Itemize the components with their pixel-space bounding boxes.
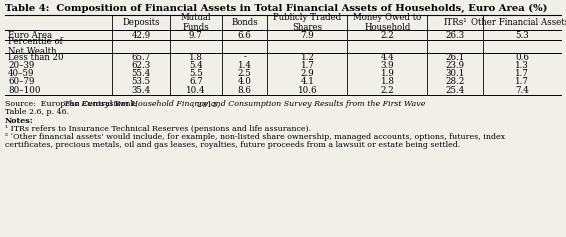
Text: The Eurosystem Household Finance and Consumption Survey Results from the First W: The Eurosystem Household Finance and Con… [64, 100, 425, 108]
Text: 10.4: 10.4 [186, 86, 205, 95]
Text: 35.4: 35.4 [131, 86, 151, 95]
Text: Money Owed to
Household: Money Owed to Household [353, 13, 422, 32]
Text: 0.6: 0.6 [515, 53, 529, 61]
Text: Publicly Traded
Shares: Publicly Traded Shares [273, 13, 341, 32]
Text: ITRs¹: ITRs¹ [443, 18, 467, 27]
Text: 2.9: 2.9 [301, 68, 314, 77]
Text: 26.1: 26.1 [445, 53, 465, 61]
Text: 1.3: 1.3 [515, 60, 529, 69]
Text: 1.7: 1.7 [301, 60, 314, 69]
Text: 42.9: 42.9 [131, 31, 151, 40]
Text: 1.7: 1.7 [515, 68, 529, 77]
Text: 2.2: 2.2 [380, 86, 395, 95]
Text: ² ‘Other financial assets’ would include, for example, non-listed share ownershi: ² ‘Other financial assets’ would include… [5, 133, 505, 141]
Text: certificates, precious metals, oil and gas leases, royalties, future proceeds fr: certificates, precious metals, oil and g… [5, 141, 460, 149]
Text: Euro Area: Euro Area [8, 31, 52, 40]
Text: Deposits: Deposits [122, 18, 160, 27]
Text: 40–59: 40–59 [8, 68, 35, 77]
Text: 3.9: 3.9 [380, 60, 395, 69]
Text: 4.1: 4.1 [301, 77, 314, 86]
Text: 5.3: 5.3 [515, 31, 529, 40]
Text: 55.4: 55.4 [131, 68, 151, 77]
Text: 8.6: 8.6 [238, 86, 252, 95]
Text: 2.5: 2.5 [238, 68, 251, 77]
Text: , 2013,: , 2013, [192, 100, 220, 108]
Text: Mutual
Funds: Mutual Funds [181, 13, 211, 32]
Text: 6.6: 6.6 [238, 31, 251, 40]
Text: 1.9: 1.9 [380, 68, 395, 77]
Text: 7.9: 7.9 [301, 31, 314, 40]
Text: Notes:: Notes: [5, 117, 33, 125]
Text: Source:  European Central Bank,: Source: European Central Bank, [5, 100, 140, 108]
Text: -: - [243, 53, 246, 61]
Text: 28.2: 28.2 [445, 77, 465, 86]
Text: 23.9: 23.9 [445, 60, 465, 69]
Text: 80–100: 80–100 [8, 86, 41, 95]
Text: 1.8: 1.8 [189, 53, 203, 61]
Text: 5.4: 5.4 [189, 60, 203, 69]
Text: 7.4: 7.4 [515, 86, 529, 95]
Text: 5.5: 5.5 [189, 68, 203, 77]
Text: Bonds: Bonds [231, 18, 258, 27]
Text: 20–39: 20–39 [8, 60, 35, 69]
Text: 10.6: 10.6 [298, 86, 317, 95]
Text: 25.4: 25.4 [445, 86, 465, 95]
Text: Other Financial Assets²: Other Financial Assets² [471, 18, 566, 27]
Text: Table 2.6, p. 46.: Table 2.6, p. 46. [5, 108, 69, 116]
Text: 1.7: 1.7 [515, 77, 529, 86]
Text: 30.1: 30.1 [445, 68, 465, 77]
Text: 1.8: 1.8 [380, 77, 395, 86]
Text: 1.4: 1.4 [238, 60, 252, 69]
Text: Table 4:  Composition of Financial Assets in Total Financial Assets of Household: Table 4: Composition of Financial Assets… [5, 4, 547, 13]
Text: 4.4: 4.4 [380, 53, 395, 61]
Text: 1.2: 1.2 [301, 53, 314, 61]
Text: Less than 20: Less than 20 [8, 53, 63, 61]
Text: 4.0: 4.0 [238, 77, 252, 86]
Text: 6.7: 6.7 [189, 77, 203, 86]
Text: 53.5: 53.5 [131, 77, 151, 86]
Text: 60–79: 60–79 [8, 77, 35, 86]
Text: ¹ ITRs refers to Insurance Technical Reserves (pensions and life assurance).: ¹ ITRs refers to Insurance Technical Res… [5, 125, 311, 133]
Text: 9.7: 9.7 [189, 31, 203, 40]
Text: 2.2: 2.2 [380, 31, 395, 40]
Text: Percentile of
Net Wealth: Percentile of Net Wealth [8, 37, 63, 56]
Text: 65.7: 65.7 [131, 53, 151, 61]
Text: 62.3: 62.3 [131, 60, 151, 69]
Text: 26.3: 26.3 [445, 31, 465, 40]
